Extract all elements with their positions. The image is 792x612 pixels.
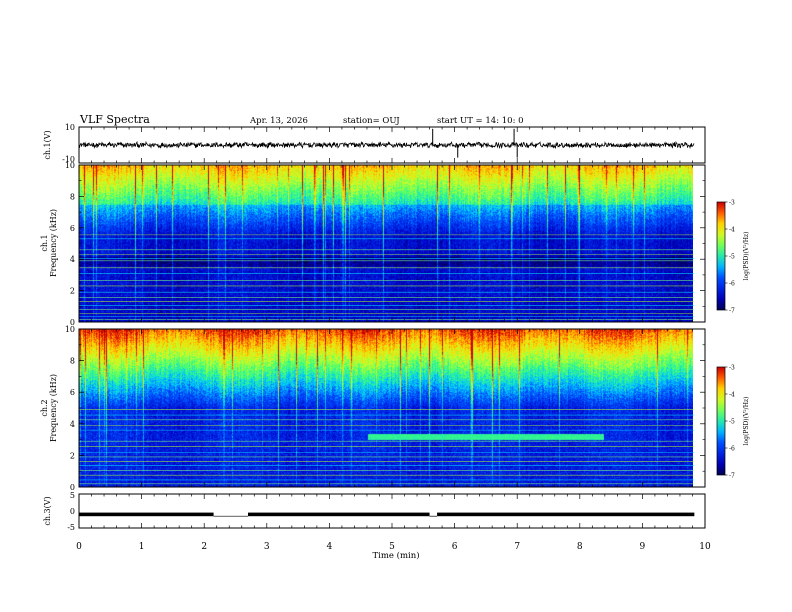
colorbar-tick-label: -6 <box>729 446 735 453</box>
freq-tick-label: 4 <box>70 255 75 264</box>
colorbar-tick-label: -5 <box>729 254 735 261</box>
time-tick-0: 0 <box>76 542 82 552</box>
ch1-time-ticks <box>78 127 706 163</box>
time-tick-2: 2 <box>201 542 207 552</box>
time-tick-1: 1 <box>139 542 145 552</box>
freq-tick-label: 2 <box>70 451 75 460</box>
freq-tick-label: 2 <box>70 287 75 296</box>
figure-header: VLF Spectra Apr. 13, 2026 station= OUJ s… <box>79 113 524 126</box>
ch3-ylabel: ch.3(V) <box>43 496 52 525</box>
time-tick-9: 9 <box>640 542 646 552</box>
colorbar-tick-label: -3 <box>729 200 735 207</box>
ch1-spec-yticks: 0 2 4 6 8 10 <box>65 161 705 327</box>
ch1-hum-lines <box>79 234 695 320</box>
ch3-level-segment <box>248 512 430 517</box>
ch1-ytick-top: 10 <box>65 123 75 132</box>
ch2-freq-ylabel: Frequency (kHz) <box>49 374 58 442</box>
ch2-colorbar <box>716 366 726 476</box>
ch2-spectrogram-image <box>79 329 693 487</box>
freq-tick-label: 10 <box>65 161 75 170</box>
ch3-time-ticks <box>78 494 706 528</box>
freq-tick-label: 4 <box>70 420 75 429</box>
time-tick-3: 3 <box>264 542 270 552</box>
ch1-spec-time-ticks <box>78 165 706 322</box>
time-tick-10: 10 <box>699 542 711 552</box>
time-tick-5: 5 <box>389 542 395 552</box>
ch1-channel-label: ch.1 <box>40 234 49 251</box>
time-axis: 0 1 2 3 4 5 6 7 8 9 10 Time (min) <box>76 542 711 561</box>
ch2-spec-time-ticks <box>78 329 706 487</box>
freq-tick-label: 8 <box>70 357 75 366</box>
ch1-waveform-line <box>78 140 695 150</box>
colorbar-tick-label: -7 <box>729 308 735 315</box>
colorbar-tick-label: -5 <box>729 419 735 426</box>
ch1-freq-ylabel: Frequency (kHz) <box>49 209 58 277</box>
ch3-trace <box>79 512 695 517</box>
ch3-panel-bg <box>79 494 705 528</box>
freq-tick-label: 10 <box>65 325 75 334</box>
station-label: station= OUJ <box>343 116 400 126</box>
ch3-ytick-top: 5 <box>70 491 75 500</box>
time-tick-4: 4 <box>327 542 333 552</box>
freq-tick-label: 6 <box>70 224 75 233</box>
ch1-spectrogram-image <box>79 165 693 322</box>
ch2-colorbar-ticks: -3 -4 -5 -6 -7 <box>725 365 735 480</box>
ch1-ylabel: ch.1(V) <box>43 130 52 159</box>
ch3-ytick-mid: 0 <box>70 507 75 516</box>
ch3-level-segment <box>437 512 695 517</box>
ch2-hum-lines <box>79 409 695 485</box>
ch3-ytick-bottom: -5 <box>67 523 75 532</box>
freq-tick-label: 0 <box>70 483 75 492</box>
ch3-level-segment <box>79 512 214 517</box>
ch1-trace <box>78 128 695 158</box>
figure-title: VLF Spectra <box>79 113 150 126</box>
time-axis-label: Time (min) <box>372 550 419 561</box>
ch1-colorbar <box>716 201 726 311</box>
ch1-colorbar-label: log(PSD)(V²/Hz) <box>743 232 750 281</box>
colorbar-tick-label: -6 <box>729 281 735 288</box>
freq-tick-label: 0 <box>70 318 75 327</box>
ch2-colorbar-label: log(PSD)(V²/Hz) <box>743 397 750 446</box>
time-tick-8: 8 <box>577 542 583 552</box>
ch1-waveform-panel: 10 -10 ch.1(V) <box>43 123 706 164</box>
colorbar-tick-label: -7 <box>729 473 735 480</box>
time-tick-6: 6 <box>452 542 458 552</box>
time-tick-7: 7 <box>514 542 520 552</box>
freq-tick-label: 8 <box>70 192 75 201</box>
ch2-channel-label: ch.2 <box>40 399 49 416</box>
colorbar-tick-label: -4 <box>729 392 735 399</box>
colorbar-tick-label: -3 <box>729 365 735 372</box>
ch3-waveform-panel: 5 0 -5 ch.3(V) <box>43 491 706 532</box>
ch1-colorbar-ticks: -3 -4 -5 -6 -7 <box>725 200 735 315</box>
start-time-label: start UT = 14: 10: 0 <box>437 116 524 126</box>
ch2-spec-yticks: 0 2 4 6 8 10 <box>65 325 705 492</box>
ch1-ytick-bottom: -10 <box>62 155 75 164</box>
colorbar-tick-label: -4 <box>729 227 735 234</box>
freq-tick-label: 6 <box>70 388 75 397</box>
date-label: Apr. 13, 2026 <box>249 116 308 126</box>
